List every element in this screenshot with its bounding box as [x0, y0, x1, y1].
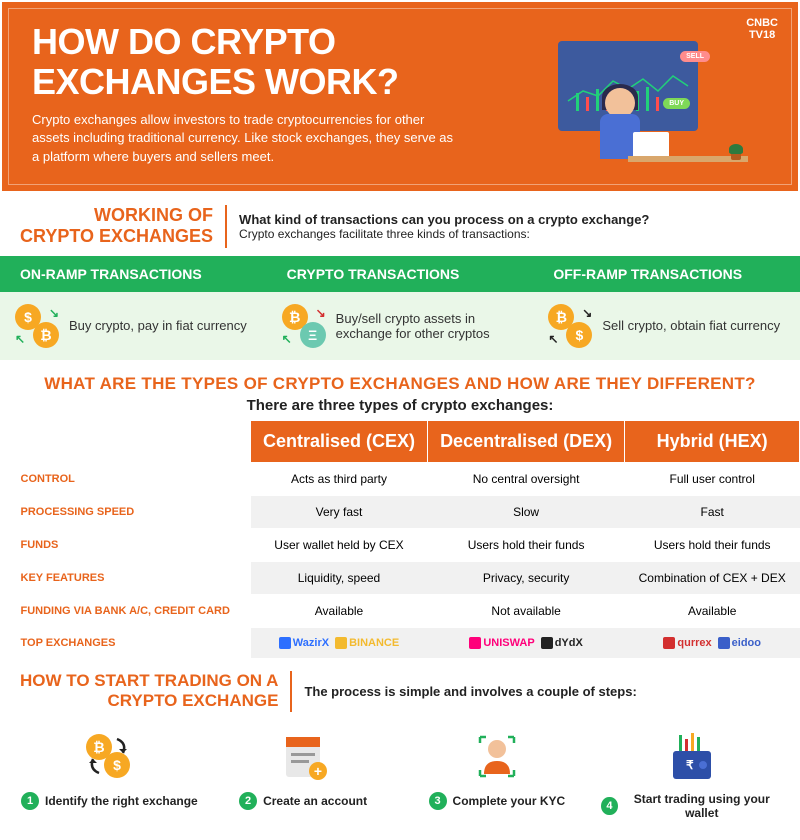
table-cell: Available — [251, 594, 428, 627]
logo-line2: TV18 — [746, 29, 778, 41]
table-row: TOP EXCHANGES WazirX BINANCE UNISWAP dYdX qur… — [1, 627, 800, 658]
col-dex: Decentralised (DEX) — [427, 420, 625, 462]
howto-title: HOW TO START TRADING ON A CRYPTO EXCHANG… — [20, 671, 292, 712]
hero-illustration: SELL BUY — [528, 51, 768, 191]
table-cell: Users hold their funds — [427, 528, 625, 561]
table-cell: Combination of CEX + DEX — [625, 561, 800, 594]
table-cell: Slow — [427, 495, 625, 528]
trans-item-2: ₿Ξ ↘ ↖ Buy/sell crypto assets in exchang… — [267, 292, 534, 360]
row-label: KEY FEATURES — [1, 561, 251, 594]
coin-exchange-icon: $₿ ↘ ↖ — [15, 304, 59, 348]
table-cell: Not available — [427, 594, 625, 627]
steps-row: ₿$ 1Identify the right exchange + 2Creat… — [0, 724, 800, 840]
exchange-coins-icon: ₿$ — [79, 729, 139, 784]
step-1: ₿$ 1Identify the right exchange — [20, 729, 199, 820]
coin-exchange-icon: ₿Ξ ↘ ↖ — [282, 304, 326, 348]
step-2: + 2Create an account — [214, 729, 393, 820]
table-cell: Fast — [625, 495, 800, 528]
col-hex: Hybrid (HEX) — [625, 420, 800, 462]
table-cell: No central oversight — [427, 462, 625, 495]
cnbc-logo: CNBC TV18 — [746, 17, 778, 41]
transactions-body: $₿ ↘ ↖ Buy crypto, pay in fiat currency … — [0, 292, 800, 360]
trans-col-3: OFF-RAMP TRANSACTIONS — [533, 256, 800, 292]
buy-tag: BUY — [663, 98, 690, 109]
row-label: PROCESSING SPEED — [1, 495, 251, 528]
col-cex: Centralised (CEX) — [251, 420, 428, 462]
table-cell: User wallet held by CEX — [251, 528, 428, 561]
step-4: ₹ 4Start trading using your wallet — [601, 729, 780, 820]
trans-col-2: CRYPTO TRANSACTIONS — [267, 256, 534, 292]
trans-item-3: ₿$ ↘ ↖ Sell crypto, obtain fiat currency — [533, 292, 800, 360]
table-cell: Liquidity, speed — [251, 561, 428, 594]
coin-exchange-icon: ₿$ ↘ ↖ — [548, 304, 592, 348]
svg-text:₿: ₿ — [94, 739, 105, 755]
row-label: TOP EXCHANGES — [1, 627, 251, 658]
exchange-logos: qurrex eidoo — [625, 627, 800, 658]
row-label: FUNDS — [1, 528, 251, 561]
table-cell: Users hold their funds — [625, 528, 800, 561]
row-label: FUNDING VIA BANK A/C, CREDIT CARD — [1, 594, 251, 627]
howto-header: HOW TO START TRADING ON A CRYPTO EXCHANG… — [0, 659, 800, 724]
logo-line1: CNBC — [746, 17, 778, 29]
types-title: WHAT ARE THE TYPES OF CRYPTO EXCHANGES A… — [0, 360, 800, 420]
svg-text:₹: ₹ — [686, 758, 694, 772]
exchange-logo: WazirX — [279, 637, 329, 649]
table-cell: Acts as third party — [251, 462, 428, 495]
trans-col-1: ON-RAMP TRANSACTIONS — [0, 256, 267, 292]
desk-illustration — [628, 136, 748, 191]
table-cell: Full user control — [625, 462, 800, 495]
kyc-icon — [467, 729, 527, 784]
exchange-logo: qurrex — [663, 637, 711, 649]
comparison-table: Centralised (CEX) Decentralised (DEX) Hy… — [0, 420, 800, 659]
account-icon: + — [273, 729, 333, 784]
sell-tag: SELL — [680, 51, 710, 62]
table-row: PROCESSING SPEEDVery fastSlowFast — [1, 495, 800, 528]
exchange-logos: WazirX BINANCE — [251, 627, 428, 658]
transactions-header: ON-RAMP TRANSACTIONS CRYPTO TRANSACTIONS… — [0, 256, 800, 292]
table-row: FUNDING VIA BANK A/C, CREDIT CARDAvailab… — [1, 594, 800, 627]
wallet-icon: ₹ — [661, 729, 721, 784]
svg-text:+: + — [314, 763, 322, 779]
row-label: CONTROL — [1, 462, 251, 495]
table-cell: Available — [625, 594, 800, 627]
exchange-logo: UNISWAP — [469, 637, 534, 649]
howto-desc: The process is simple and involves a cou… — [304, 684, 636, 699]
table-row: CONTROLActs as third partyNo central ove… — [1, 462, 800, 495]
header: CNBC TV18 HOW DO CRYPTO EXCHANGES WORK? … — [0, 0, 800, 193]
svg-text:$: $ — [113, 757, 121, 773]
exchange-logo: dYdX — [541, 637, 583, 649]
exchange-logo: BINANCE — [335, 637, 399, 649]
exchange-logos: UNISWAP dYdX — [427, 627, 625, 658]
table-row: KEY FEATURESLiquidity, speedPrivacy, sec… — [1, 561, 800, 594]
table-cell: Very fast — [251, 495, 428, 528]
exchange-logo: eidoo — [718, 637, 761, 649]
subtitle: Crypto exchanges allow investors to trad… — [32, 111, 462, 166]
working-text: What kind of transactions can you proces… — [239, 212, 649, 241]
table-row: FUNDSUser wallet held by CEXUsers hold t… — [1, 528, 800, 561]
step-3: 3Complete your KYC — [408, 729, 587, 820]
trans-item-1: $₿ ↘ ↖ Buy crypto, pay in fiat currency — [0, 292, 267, 360]
table-cell: Privacy, security — [427, 561, 625, 594]
working-section-header: WORKING OF CRYPTO EXCHANGES What kind of… — [0, 193, 800, 256]
working-title: WORKING OF CRYPTO EXCHANGES — [20, 205, 227, 248]
